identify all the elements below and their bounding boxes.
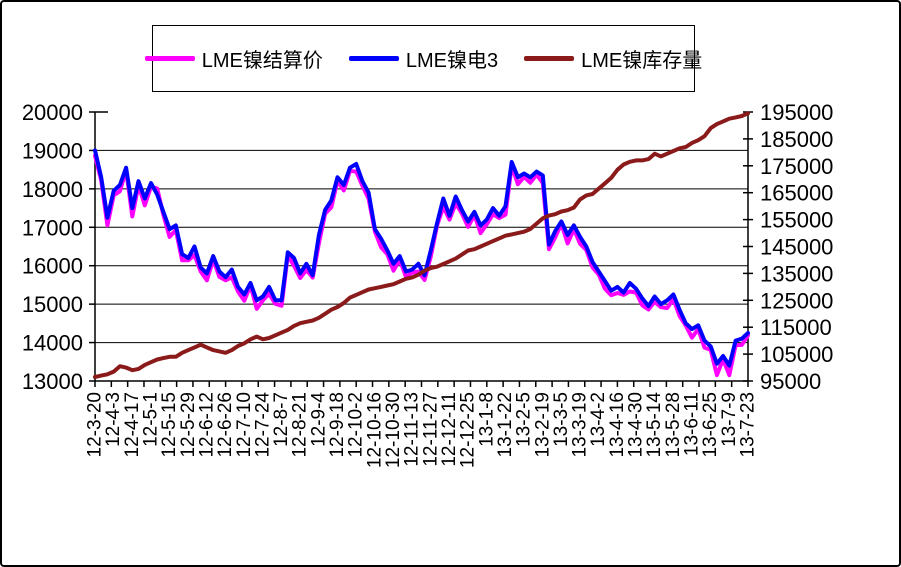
left-y-axis-label: 20000 [22,100,83,125]
x-axis-label: 12-5-1 [140,392,161,447]
3month-price-line-swatch [348,56,399,61]
x-axis-label: 13-6-25 [700,392,721,458]
x-axis-label: 12-5-15 [159,392,180,458]
left-y-axis-label: 19000 [22,138,83,163]
right-y-axis-label: 115000 [760,315,832,340]
left-y-axis-label: 17000 [22,215,83,240]
x-axis-label: 13-5-28 [663,392,684,458]
legend-label-3month-price: LME镍电3 [405,50,499,72]
x-axis-label: 12-9-4 [308,392,329,447]
legend-label-settlement-price: LME镍结算价 [201,50,323,72]
inventory-line-swatch [524,56,575,61]
x-axis-label: 12-10-2 [346,392,367,458]
x-axis-label: 12-8-21 [290,392,311,458]
x-axis-label: 12-6-12 [196,392,217,458]
legend-item-3month-price: LME镍电3 [348,44,499,73]
x-axis-label: 12-11-13 [402,392,423,467]
right-y-axis-label: 155000 [760,208,833,233]
legend-item-inventory: LME镍库存量 [524,44,702,73]
legend-label-inventory: LME镍库存量 [581,50,703,72]
right-y-axis-label: 135000 [760,261,833,286]
series-line-LME镍电3 [93,148,750,368]
right-y-axis-label: 105000 [760,342,833,367]
x-axis-label: 13-1-22 [495,392,516,458]
left-y-axis-label: 14000 [22,331,83,356]
x-axis-label: 12-10-16 [364,392,385,468]
right-y-axis-label: 165000 [760,181,833,206]
x-axis-label: 12-4-3 [103,392,124,447]
right-y-axis-label: 175000 [760,154,833,179]
x-axis-label: 12-11-27 [420,392,441,467]
x-axis-label: 12-10-30 [383,392,404,468]
x-axis-label: 12-9-18 [327,392,348,458]
x-axis-label: 13-7-9 [719,392,740,447]
right-y-axis-label: 145000 [760,235,833,260]
series-line-LME镍结算价 [93,153,750,378]
x-axis-label: 13-4-16 [607,392,628,458]
x-axis-label: 12-8-7 [271,392,292,447]
x-axis-label: 12-7-24 [252,392,273,458]
x-axis-label: 13-5-14 [644,392,665,458]
x-axis-label: 13-4-2 [588,392,609,447]
x-axis-label: 13-2-5 [514,392,535,447]
x-axis-label: 12-5-29 [178,392,199,458]
left-y-axis-label: 15000 [22,292,83,317]
x-axis-label: 13-7-23 [738,392,759,458]
left-y-axis-label: 18000 [22,177,83,202]
left-y-axis-label: 13000 [22,369,83,394]
series-line-LME镍库存量 [93,111,750,379]
settlement-price-line-swatch [144,56,195,61]
x-axis-label: 13-1-8 [476,392,497,447]
x-axis-label: 12-7-10 [234,392,255,458]
right-y-axis-label: 195000 [760,100,833,125]
legend: LME镍结算价 LME镍电3 LME镍库存量 [144,25,702,92]
x-axis-label: 12-4-17 [122,392,143,458]
right-y-axis-label: 185000 [760,127,833,152]
x-axis-label: 12-3-20 [85,392,106,458]
x-axis-label: 13-6-11 [682,392,703,456]
left-y-axis-label: 16000 [22,254,83,279]
right-y-axis-label: 125000 [760,288,833,313]
x-axis-label: 13-4-30 [626,392,647,458]
legend-item-settlement-price: LME镍结算价 [144,44,323,73]
x-axis-label: 12-12-25 [458,392,479,468]
x-axis-label: 13-2-19 [532,392,553,458]
x-axis-label: 13-3-19 [570,392,591,458]
right-y-axis-label: 95000 [760,369,821,394]
x-axis-label: 13-3-5 [551,392,572,447]
x-axis-label: 12-6-26 [215,392,236,458]
x-axis-label: 12-12-11 [439,392,460,467]
